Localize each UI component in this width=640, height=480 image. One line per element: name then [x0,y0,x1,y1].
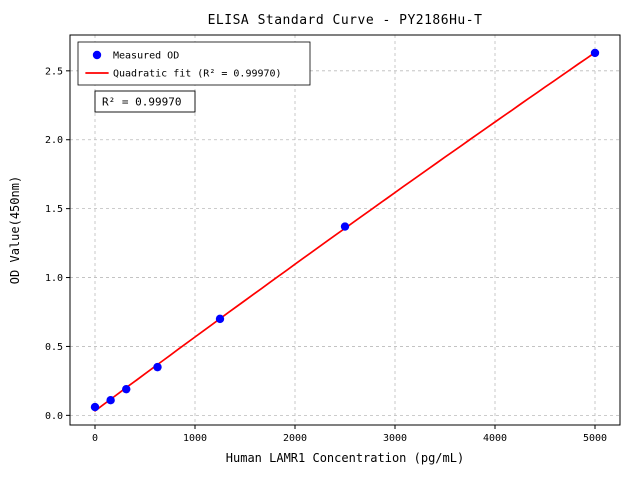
y-axis-label: OD Value(450nm) [8,176,22,284]
chart-title: ELISA Standard Curve - PY2186Hu-T [208,13,483,28]
r-squared-annotation: R² = 0.99970 [94,90,196,113]
r-squared-annotation-box [94,90,196,113]
x-axis-label: Human LAMR1 Concentration (pg/mL) [226,451,464,465]
x-tick-label: 5000 [583,433,607,444]
y-tick-label: 1.5 [45,204,63,215]
data-point [153,362,162,372]
legend-marker-measured [92,50,102,60]
data-point [122,384,131,394]
legend-box [77,41,311,86]
data-point [590,48,600,58]
legend-label-fit: Quadratic fit (R² = 0.99970) [113,69,282,80]
y-tick-label: 2.5 [45,66,63,77]
r-squared-annotation-text: R² = 0.99970 [102,96,181,109]
y-tick-label: 0.0 [45,411,63,422]
x-tick-label: 0 [92,433,98,444]
measured-points [90,48,600,412]
x-tick-label: 1000 [183,433,207,444]
x-tick-label: 4000 [483,433,507,444]
x-tick-label: 3000 [383,433,407,444]
data-point [215,314,225,324]
data-point [340,222,350,231]
data-point [106,395,115,405]
y-tick-label: 0.5 [45,342,63,353]
y-tick-label: 1.0 [45,273,63,284]
gridlines [70,35,620,425]
y-tick-label: 2.0 [45,135,63,146]
x-tick-label: 2000 [283,433,307,444]
axis-ticks: 0 1000 2000 3000 4000 5000 0.0 0.5 1.0 1.5 2.0 2.5 [45,66,607,444]
data-point [90,402,100,412]
legend: Measured OD Quadratic fit (R² = 0.99970) [77,41,311,86]
plot-border [69,34,621,426]
legend-label-measured: Measured OD [113,51,179,62]
